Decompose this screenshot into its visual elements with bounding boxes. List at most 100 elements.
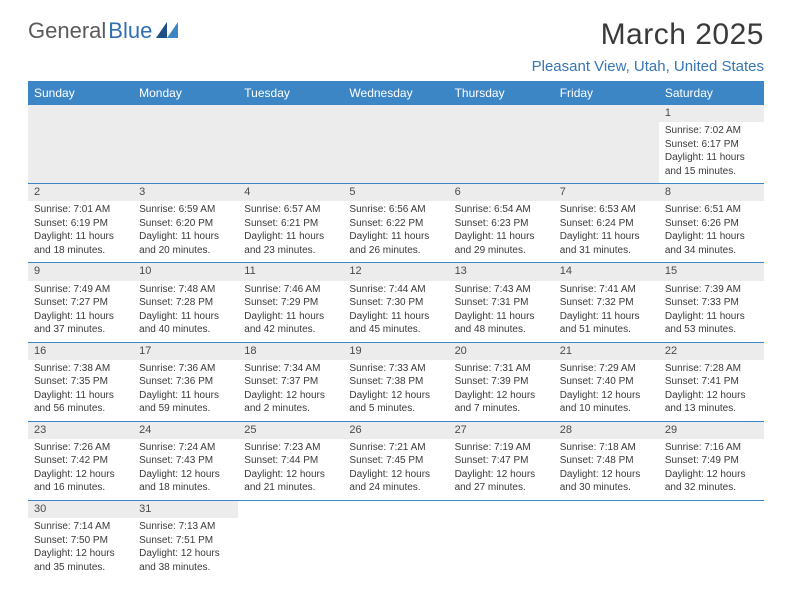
weekday-header: Friday	[554, 81, 659, 105]
day-details: Sunrise: 7:48 AMSunset: 7:28 PMDaylight:…	[133, 281, 238, 342]
calendar-cell: 19Sunrise: 7:33 AMSunset: 7:38 PMDayligh…	[343, 342, 448, 421]
header: GeneralBlue March 2025 Pleasant View, Ut…	[28, 18, 764, 75]
calendar-cell: 13Sunrise: 7:43 AMSunset: 7:31 PMDayligh…	[449, 263, 554, 342]
day-number: 31	[133, 501, 238, 518]
weekday-header: Sunday	[28, 81, 133, 105]
day-number: 12	[343, 263, 448, 280]
calendar-cell	[659, 500, 764, 579]
calendar-cell: 25Sunrise: 7:23 AMSunset: 7:44 PMDayligh…	[238, 421, 343, 500]
day-number: 18	[238, 343, 343, 360]
calendar-cell: 4Sunrise: 6:57 AMSunset: 6:21 PMDaylight…	[238, 184, 343, 263]
day-number: 16	[28, 343, 133, 360]
day-number: 30	[28, 501, 133, 518]
calendar-cell: 8Sunrise: 6:51 AMSunset: 6:26 PMDaylight…	[659, 184, 764, 263]
day-number: 6	[449, 184, 554, 201]
day-number: 14	[554, 263, 659, 280]
day-number: 1	[659, 105, 764, 122]
day-details: Sunrise: 7:01 AMSunset: 6:19 PMDaylight:…	[28, 201, 133, 262]
calendar-cell: 20Sunrise: 7:31 AMSunset: 7:39 PMDayligh…	[449, 342, 554, 421]
calendar-cell	[554, 105, 659, 184]
day-details: Sunrise: 7:26 AMSunset: 7:42 PMDaylight:…	[28, 439, 133, 500]
calendar-cell	[554, 500, 659, 579]
day-details: Sunrise: 7:19 AMSunset: 7:47 PMDaylight:…	[449, 439, 554, 500]
day-number: 27	[449, 422, 554, 439]
calendar-cell: 27Sunrise: 7:19 AMSunset: 7:47 PMDayligh…	[449, 421, 554, 500]
logo: GeneralBlue	[28, 18, 178, 44]
day-number: 7	[554, 184, 659, 201]
calendar-cell	[238, 500, 343, 579]
day-details: Sunrise: 7:46 AMSunset: 7:29 PMDaylight:…	[238, 281, 343, 342]
day-number: 29	[659, 422, 764, 439]
day-number: 11	[238, 263, 343, 280]
day-details: Sunrise: 7:49 AMSunset: 7:27 PMDaylight:…	[28, 281, 133, 342]
day-details: Sunrise: 7:28 AMSunset: 7:41 PMDaylight:…	[659, 360, 764, 421]
location: Pleasant View, Utah, United States	[532, 58, 764, 75]
calendar-cell: 16Sunrise: 7:38 AMSunset: 7:35 PMDayligh…	[28, 342, 133, 421]
day-details: Sunrise: 7:24 AMSunset: 7:43 PMDaylight:…	[133, 439, 238, 500]
calendar-cell: 14Sunrise: 7:41 AMSunset: 7:32 PMDayligh…	[554, 263, 659, 342]
day-details: Sunrise: 6:51 AMSunset: 6:26 PMDaylight:…	[659, 201, 764, 262]
calendar-cell: 9Sunrise: 7:49 AMSunset: 7:27 PMDaylight…	[28, 263, 133, 342]
calendar-cell	[238, 105, 343, 184]
weekday-header: Saturday	[659, 81, 764, 105]
title-block: March 2025 Pleasant View, Utah, United S…	[532, 18, 764, 75]
day-details: Sunrise: 7:44 AMSunset: 7:30 PMDaylight:…	[343, 281, 448, 342]
day-details: Sunrise: 7:21 AMSunset: 7:45 PMDaylight:…	[343, 439, 448, 500]
calendar-head: SundayMondayTuesdayWednesdayThursdayFrid…	[28, 81, 764, 105]
logo-text-1: General	[28, 18, 106, 44]
day-details: Sunrise: 7:38 AMSunset: 7:35 PMDaylight:…	[28, 360, 133, 421]
weekday-header: Tuesday	[238, 81, 343, 105]
day-details: Sunrise: 7:02 AMSunset: 6:17 PMDaylight:…	[659, 122, 764, 183]
calendar-cell: 29Sunrise: 7:16 AMSunset: 7:49 PMDayligh…	[659, 421, 764, 500]
calendar-cell	[133, 105, 238, 184]
day-number: 3	[133, 184, 238, 201]
calendar-cell: 12Sunrise: 7:44 AMSunset: 7:30 PMDayligh…	[343, 263, 448, 342]
calendar-cell: 5Sunrise: 6:56 AMSunset: 6:22 PMDaylight…	[343, 184, 448, 263]
day-details: Sunrise: 6:54 AMSunset: 6:23 PMDaylight:…	[449, 201, 554, 262]
day-details: Sunrise: 7:14 AMSunset: 7:50 PMDaylight:…	[28, 518, 133, 579]
calendar-cell	[449, 105, 554, 184]
calendar-body: 1Sunrise: 7:02 AMSunset: 6:17 PMDaylight…	[28, 105, 764, 579]
day-number: 10	[133, 263, 238, 280]
weekday-header: Monday	[133, 81, 238, 105]
day-details: Sunrise: 7:33 AMSunset: 7:38 PMDaylight:…	[343, 360, 448, 421]
calendar-cell: 31Sunrise: 7:13 AMSunset: 7:51 PMDayligh…	[133, 500, 238, 579]
day-details: Sunrise: 7:36 AMSunset: 7:36 PMDaylight:…	[133, 360, 238, 421]
weekday-header: Thursday	[449, 81, 554, 105]
month-title: March 2025	[532, 18, 764, 52]
weekday-header: Wednesday	[343, 81, 448, 105]
day-number: 4	[238, 184, 343, 201]
calendar-cell: 18Sunrise: 7:34 AMSunset: 7:37 PMDayligh…	[238, 342, 343, 421]
page: GeneralBlue March 2025 Pleasant View, Ut…	[0, 0, 792, 579]
day-details: Sunrise: 7:43 AMSunset: 7:31 PMDaylight:…	[449, 281, 554, 342]
calendar-cell: 28Sunrise: 7:18 AMSunset: 7:48 PMDayligh…	[554, 421, 659, 500]
day-number: 17	[133, 343, 238, 360]
day-number: 23	[28, 422, 133, 439]
day-details: Sunrise: 7:29 AMSunset: 7:40 PMDaylight:…	[554, 360, 659, 421]
day-number: 21	[554, 343, 659, 360]
calendar-cell	[449, 500, 554, 579]
day-number: 9	[28, 263, 133, 280]
day-details: Sunrise: 7:41 AMSunset: 7:32 PMDaylight:…	[554, 281, 659, 342]
day-number: 15	[659, 263, 764, 280]
calendar-cell: 21Sunrise: 7:29 AMSunset: 7:40 PMDayligh…	[554, 342, 659, 421]
day-number: 24	[133, 422, 238, 439]
calendar-cell: 3Sunrise: 6:59 AMSunset: 6:20 PMDaylight…	[133, 184, 238, 263]
calendar-cell: 30Sunrise: 7:14 AMSunset: 7:50 PMDayligh…	[28, 500, 133, 579]
calendar-cell: 17Sunrise: 7:36 AMSunset: 7:36 PMDayligh…	[133, 342, 238, 421]
day-details: Sunrise: 7:13 AMSunset: 7:51 PMDaylight:…	[133, 518, 238, 579]
day-number: 25	[238, 422, 343, 439]
day-number: 26	[343, 422, 448, 439]
day-number: 28	[554, 422, 659, 439]
day-details: Sunrise: 6:56 AMSunset: 6:22 PMDaylight:…	[343, 201, 448, 262]
day-details: Sunrise: 6:57 AMSunset: 6:21 PMDaylight:…	[238, 201, 343, 262]
calendar-cell: 10Sunrise: 7:48 AMSunset: 7:28 PMDayligh…	[133, 263, 238, 342]
day-details: Sunrise: 7:34 AMSunset: 7:37 PMDaylight:…	[238, 360, 343, 421]
calendar-cell: 26Sunrise: 7:21 AMSunset: 7:45 PMDayligh…	[343, 421, 448, 500]
calendar-cell	[343, 105, 448, 184]
calendar-cell: 1Sunrise: 7:02 AMSunset: 6:17 PMDaylight…	[659, 105, 764, 184]
logo-text-2: Blue	[108, 18, 152, 44]
day-details: Sunrise: 7:18 AMSunset: 7:48 PMDaylight:…	[554, 439, 659, 500]
day-number: 5	[343, 184, 448, 201]
day-details: Sunrise: 7:31 AMSunset: 7:39 PMDaylight:…	[449, 360, 554, 421]
